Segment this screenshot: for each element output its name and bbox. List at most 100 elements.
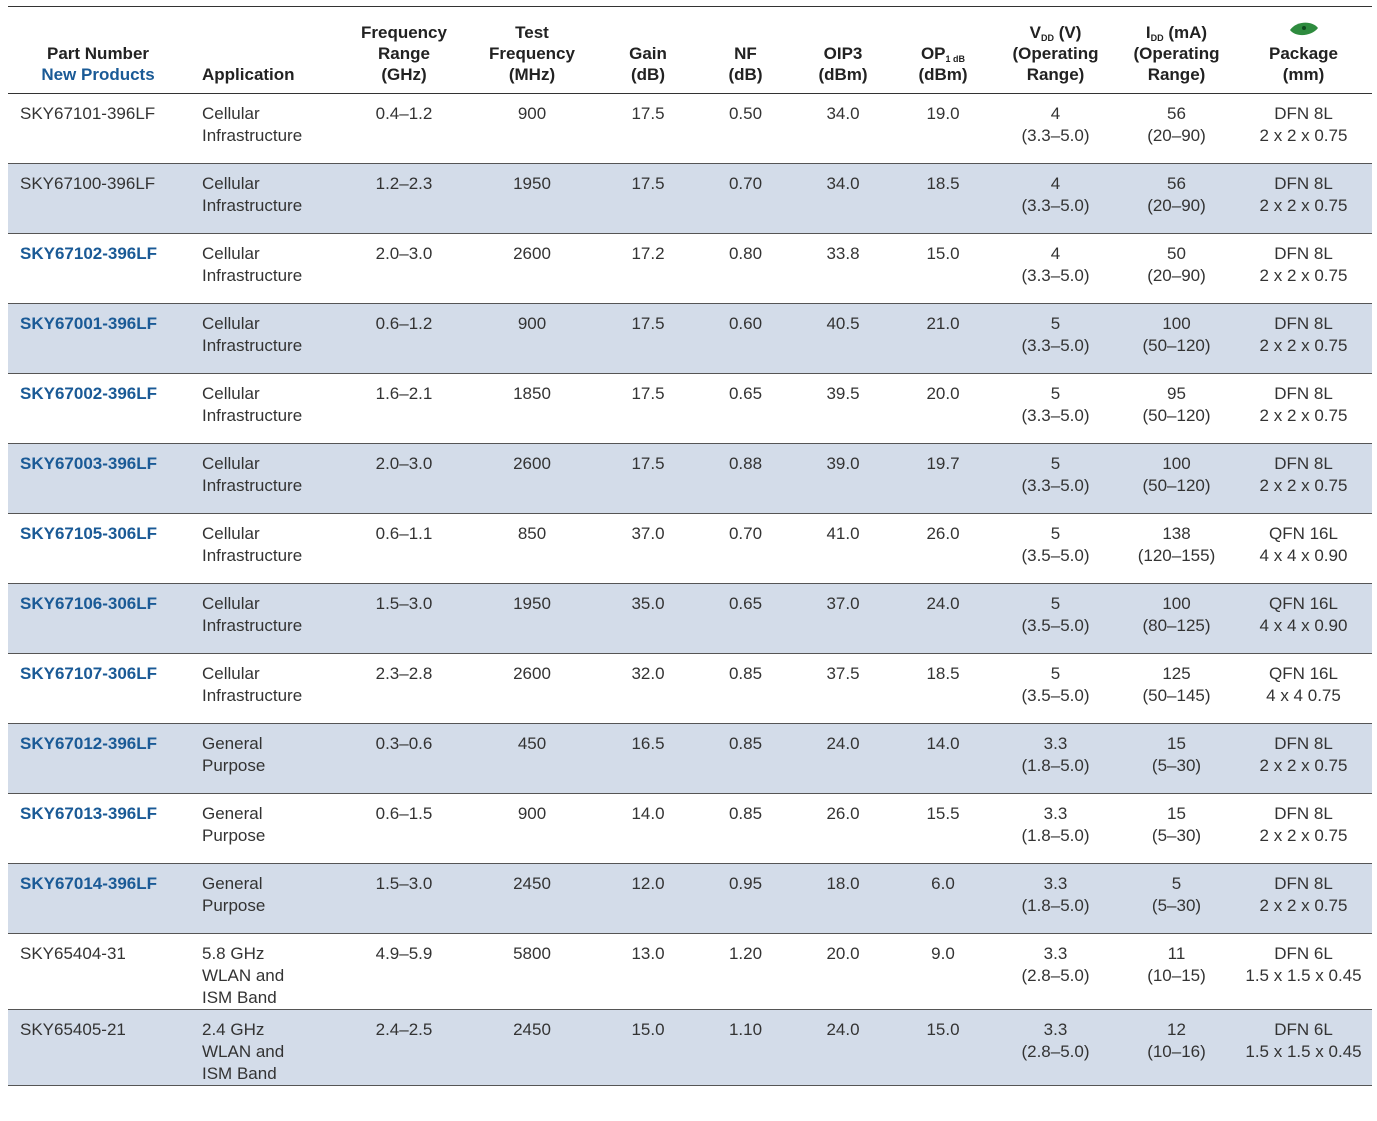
cell-frequency-range: 1.6–2.1 — [375, 384, 433, 403]
cell-test-frequency: 1950 — [513, 594, 551, 613]
cell-application-line: Infrastructure — [202, 616, 303, 635]
cell-idd-line: 56 — [1167, 174, 1186, 193]
cell-part-number: SKY67001-396LF — [20, 314, 158, 333]
table-row: SKY67102-396LF Cellular Infrastructure 2.0–… — [8, 234, 1372, 304]
cell-idd-line: (50–145) — [1142, 686, 1211, 705]
cell-nf: 0.88 — [728, 454, 763, 473]
cell-idd-line: 50 — [1167, 244, 1186, 263]
cell-nf: 0.85 — [728, 804, 763, 823]
cell-gain: 35.0 — [631, 594, 665, 613]
cell-oip3: 34.0 — [826, 174, 860, 193]
cell-package: DFN 6L 1.5 x 1.5 x 0.45 — [1235, 934, 1372, 1010]
cell-idd: 125 (50–145) — [1118, 654, 1235, 724]
cell-vdd-line: (2.8–5.0) — [1021, 1042, 1090, 1061]
cell-idd-line: 12 — [1167, 1020, 1186, 1039]
cell-idd-line: 95 — [1167, 384, 1186, 403]
cell-test-frequency: 2600 — [513, 244, 551, 263]
cell-frequency-range: 2.0–3.0 — [375, 244, 433, 263]
cell-oip3: 33.8 — [826, 244, 860, 263]
cell-vdd: 3.3 (1.8–5.0) — [993, 794, 1118, 864]
cell-package: QFN 16L 4 x 4 x 0.90 — [1235, 584, 1372, 654]
cell-idd: 56 (20–90) — [1118, 164, 1235, 234]
cell-vdd-line: (3.3–5.0) — [1021, 266, 1090, 285]
cell-package-line: DFN 6L — [1274, 1020, 1333, 1039]
cell-vdd-line: 4 — [1050, 104, 1061, 123]
cell-idd-line: (50–120) — [1142, 476, 1211, 495]
cell-nf: 1.10 — [728, 1020, 763, 1039]
cell-test-frequency: 2600 — [513, 664, 551, 683]
cell-vdd: 5 (3.3–5.0) — [993, 374, 1118, 444]
leaf-icon — [1239, 19, 1368, 41]
cell-vdd-line: (3.5–5.0) — [1021, 546, 1090, 565]
cell-idd-line: 15 — [1167, 804, 1186, 823]
header-row: Part Number New Products Application Fre… — [8, 6, 1372, 94]
cell-nf: 0.70 — [728, 524, 763, 543]
cell-application-line: Cellular — [202, 524, 260, 543]
header-text: (dB) — [728, 65, 763, 84]
cell-gain: 17.5 — [631, 454, 665, 473]
header-package: Package (mm) — [1235, 7, 1372, 94]
cell-vdd: 5 (3.3–5.0) — [993, 444, 1118, 514]
cell-oip3: 18.0 — [826, 874, 860, 893]
header-text: (MHz) — [508, 65, 556, 84]
cell-idd-line: (10–16) — [1147, 1042, 1206, 1061]
cell-op1db: 6.0 — [931, 874, 955, 893]
cell-vdd: 4 (3.3–5.0) — [993, 164, 1118, 234]
cell-op1db: 21.0 — [926, 314, 960, 333]
cell-oip3: 24.0 — [826, 734, 860, 753]
cell-package: DFN 8L 2 x 2 x 0.75 — [1235, 794, 1372, 864]
cell-package-line: QFN 16L — [1269, 664, 1338, 683]
cell-application: General Purpose — [188, 724, 342, 794]
cell-test-frequency: 5800 — [513, 944, 551, 963]
cell-idd: 11 (10–15) — [1118, 934, 1235, 1010]
header-application-label: Application — [202, 65, 295, 84]
cell-vdd-line: (1.8–5.0) — [1021, 826, 1090, 845]
table-row: SKY67100-396LF Cellular Infrastructure 1.2–… — [8, 163, 1372, 234]
header-text: Range) — [1026, 65, 1085, 84]
cell-op1db: 14.0 — [926, 734, 960, 753]
cell-vdd-line: 5 — [1050, 524, 1061, 543]
cell-test-frequency: 2600 — [513, 454, 551, 473]
cell-frequency-range: 1.2–2.3 — [375, 174, 433, 193]
cell-op1db: 20.0 — [926, 384, 960, 403]
cell-package-line: DFN 8L — [1274, 104, 1333, 123]
cell-vdd-line: (1.8–5.0) — [1021, 756, 1090, 775]
cell-package-line: DFN 8L — [1274, 874, 1333, 893]
cell-package-line: DFN 8L — [1274, 804, 1333, 823]
cell-test-frequency: 1950 — [513, 174, 551, 193]
cell-frequency-range: 1.5–3.0 — [375, 874, 433, 893]
cell-gain: 16.5 — [631, 734, 665, 753]
table-row: SKY67014-396LF General Purpose 1.5–3.0 2450 1… — [8, 863, 1372, 934]
cell-package-line: 2 x 2 x 0.75 — [1259, 406, 1348, 425]
header-nf: NF (dB) — [698, 7, 793, 94]
cell-oip3: 26.0 — [826, 804, 860, 823]
cell-application: Cellular Infrastructure — [188, 94, 342, 164]
cell-package-line: DFN 8L — [1274, 244, 1333, 263]
cell-part-number: SKY67012-396LF — [20, 734, 158, 753]
table-row: SKY67101-396LF Cellular Infrastructure 0.4–… — [8, 94, 1372, 164]
cell-application-line: 2.4 GHz — [202, 1020, 265, 1039]
cell-oip3: 40.5 — [826, 314, 860, 333]
cell-test-frequency: 450 — [517, 734, 547, 753]
cell-application-line: Infrastructure — [202, 266, 303, 285]
cell-gain: 37.0 — [631, 524, 665, 543]
cell-idd: 50 (20–90) — [1118, 234, 1235, 304]
cell-frequency-range: 0.3–0.6 — [375, 734, 433, 753]
cell-idd-line: (50–120) — [1142, 336, 1211, 355]
cell-idd-line: 100 — [1162, 314, 1191, 333]
cell-frequency-range: 0.4–1.2 — [375, 104, 433, 123]
header-text: Test — [515, 23, 549, 42]
table-row: SKY67105-306LF Cellular Infrastructure 0.6–… — [8, 514, 1372, 584]
header-text: (Operating — [1012, 44, 1099, 63]
header-part-number-label: Part Number — [46, 44, 150, 63]
cell-op1db: 24.0 — [926, 594, 960, 613]
cell-vdd-line: (3.3–5.0) — [1021, 476, 1090, 495]
cell-idd: 100 (80–125) — [1118, 584, 1235, 654]
cell-package-line: DFN 8L — [1274, 734, 1333, 753]
cell-application: Cellular Infrastructure — [188, 164, 342, 234]
header-text: (dB) — [631, 65, 665, 84]
cell-idd-line: 11 — [1167, 944, 1186, 963]
cell-application-line: WLAN and — [202, 1042, 285, 1061]
cell-package-line: 1.5 x 1.5 x 0.45 — [1245, 966, 1362, 985]
header-part-number: Part Number New Products — [8, 7, 188, 94]
